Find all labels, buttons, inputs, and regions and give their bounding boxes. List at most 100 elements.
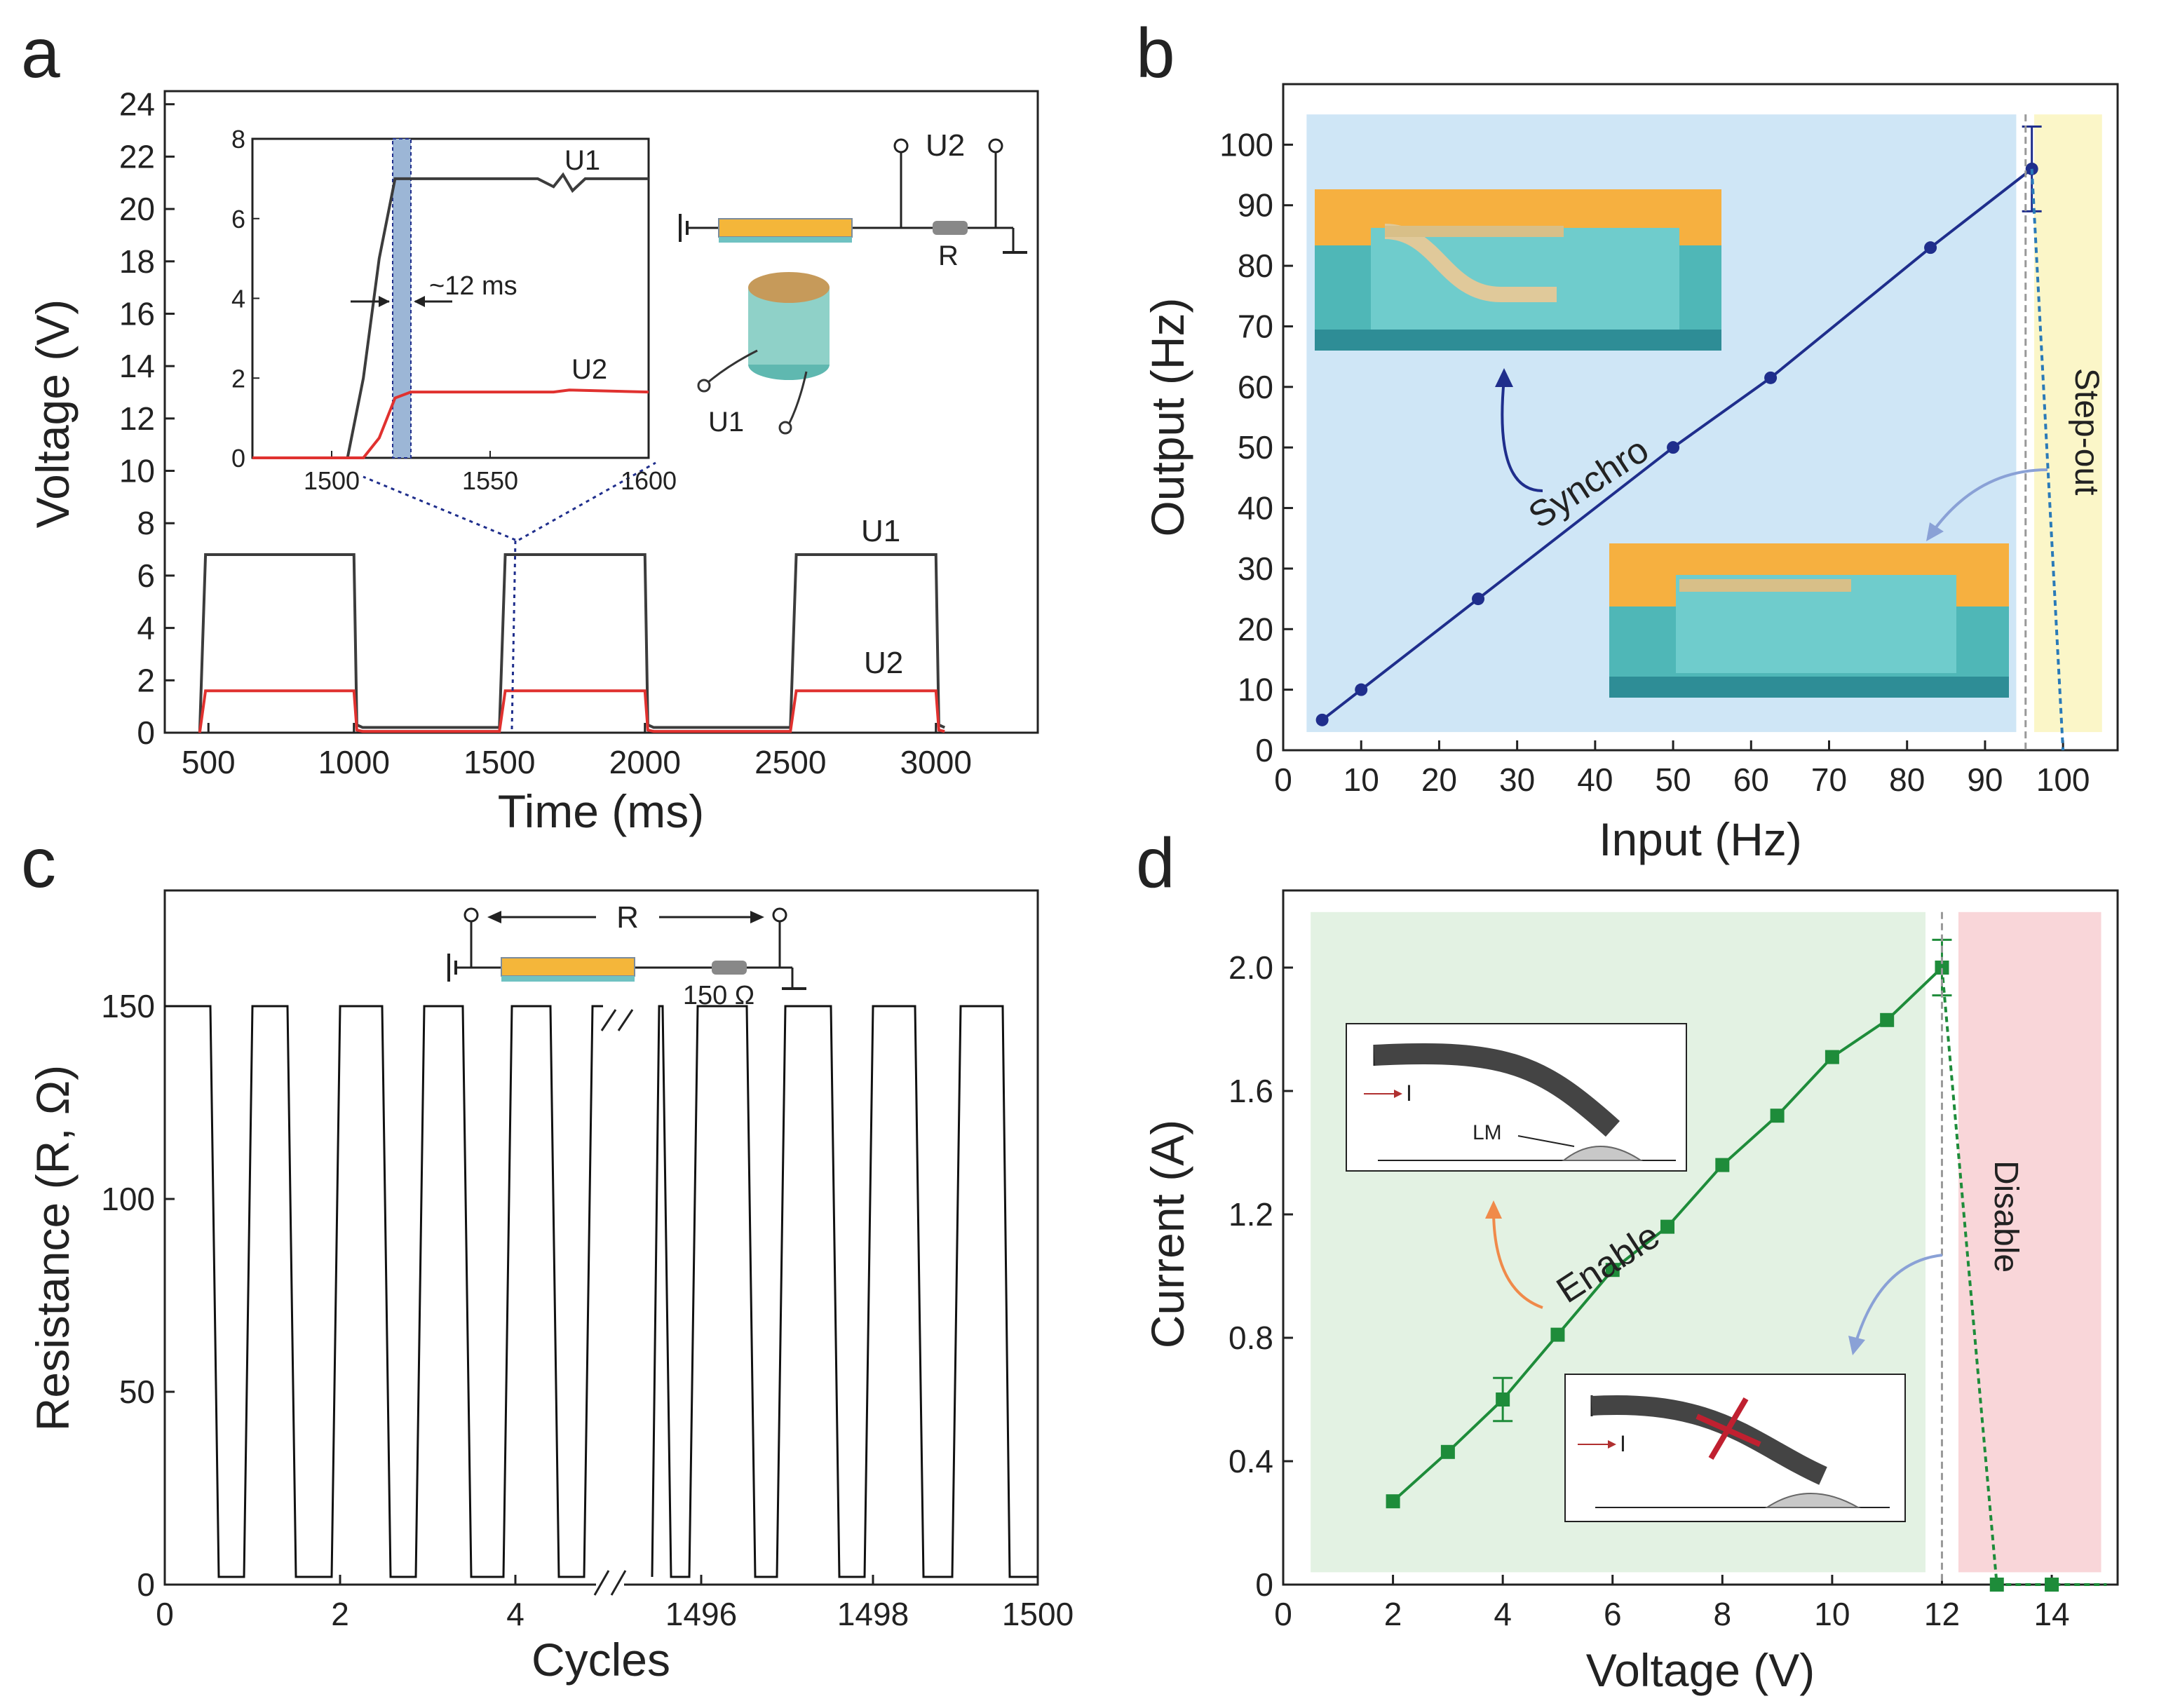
d-point [1386,1494,1400,1509]
a-ytick-label: 22 [119,138,155,175]
d-xtick-label: 2 [1384,1596,1402,1632]
d-point [1715,1158,1730,1172]
enable-arrow [1492,1209,1543,1309]
c-xtick-label: 0 [156,1596,174,1632]
a-series-U1 [198,553,946,733]
panel-b-chart: 0 10 20 30 40 50 60 70 80 90 100 0 10 20 30 40 50 60 70 80… [1142,83,2119,865]
stepout-region [2034,114,2102,733]
d-point [1880,1012,1895,1027]
inset-xtick-label: 1550 [462,466,518,495]
disable-region [1958,911,2101,1573]
d-series-disable [1940,967,2107,1586]
panel-a-inset: 0 2 4 6 8 1500 1550 1600 ~12 ms U1 U2 [231,125,677,495]
panel-a-label-u1: U1 [861,514,900,548]
stepout-arrow [1930,468,2048,534]
b-point [1355,683,1368,696]
a-ytick-label: 10 [119,453,155,489]
d-xtick-label: 14 [2033,1596,2069,1632]
enable-current-label: I [1406,1080,1412,1106]
axis-break [593,1009,634,1597]
a-ytick-label: 4 [137,610,155,646]
inset-ytick-label: 6 [231,205,245,233]
b-point [1315,713,1329,726]
disable-illustration: I [1564,1374,1906,1522]
b-xtick-label: 50 [1655,761,1691,798]
inset-xtick-label: 1500 [304,466,360,495]
d-ytick-label: 2.0 [1228,949,1273,986]
arrow-left-head [379,296,390,307]
d-point [1605,1263,1620,1277]
a-xtick-label: 2000 [609,744,681,780]
b-ytick-label: 90 [1238,187,1273,224]
disable-arrow [1853,1254,1943,1347]
b-ytick-label: 0 [1255,732,1273,768]
d-xtick-label: 12 [1924,1596,1960,1632]
d-point-disable [1989,1578,2004,1592]
disable-label: Disable [1987,1160,2024,1273]
d-xtick-label: 4 [1494,1596,1512,1632]
panel-c-xlabel: Cycles [532,1634,670,1686]
b-series-stepout [2030,168,2065,751]
d-point [1770,1109,1785,1123]
b-point [1764,371,1778,384]
a-ytick-label: 6 [137,557,155,594]
a-ytick-label: 20 [119,191,155,227]
b-xtick-label: 90 [1967,761,2003,798]
b-ytick-label: 60 [1238,369,1273,405]
b-xtick-label: 0 [1274,761,1292,798]
b-ytick-label: 40 [1238,490,1273,527]
b-xtick-label: 70 [1811,761,1847,798]
d-ytick-label: 0.8 [1228,1320,1273,1356]
panel-a-circuit: U2 R U1 [679,128,1027,438]
d-point [1825,1050,1839,1064]
device-icon [718,218,853,238]
b-xtick-label: 80 [1889,761,1925,798]
c-series-left [165,1005,603,1578]
resistor-icon-c [712,961,747,975]
inset-annotation: ~12 ms [429,271,517,301]
b-xtick-label: 100 [2036,761,2090,798]
c-xtick-label: 1500 [1002,1596,1074,1632]
d-ytick-label: 1.2 [1228,1196,1273,1233]
b-ytick-label: 30 [1238,550,1273,587]
stepout-label: Step-out [2068,368,2105,495]
panel-d-chart: 0 0.4 0.8 1.2 1.6 2.0 0 2 4 6 8 10 12 14 Voltage (V)… [1142,889,2119,1696]
panel-b-xlabel: Input (Hz) [1599,813,1802,865]
stepout-device-illustration [1609,543,2009,698]
d-xtick-label: 6 [1604,1596,1622,1632]
a-ytick-label: 0 [137,714,155,751]
b-ytick-label: 80 [1238,248,1273,284]
circuit-label-u1: U1 [708,407,744,438]
b-ytick-label: 10 [1238,672,1273,708]
a-ytick-label: 14 [119,348,155,384]
c-ytick-label: 150 [101,988,155,1024]
panel-a-frame [163,90,1039,734]
c-series-right [651,1005,1038,1578]
zoom-line-3 [518,461,656,541]
d-ytick-label: 1.6 [1228,1073,1273,1109]
circuit-c-label-resistor: 150 Ω [683,981,754,1010]
a-ytick-label: 24 [119,86,155,123]
d-point [1660,1219,1675,1234]
panel-c-ylabel: Resistance (R, Ω) [27,1065,79,1431]
a-ytick-label: 2 [137,662,155,698]
device-icon-c [501,957,635,977]
d-ytick-label: 0 [1255,1566,1273,1603]
inset-series-U1 [252,172,649,459]
inset-series-U2 [252,388,649,459]
a-ytick-label: 12 [119,400,155,437]
c-xtick-label: 1498 [837,1596,909,1632]
a-ytick-label: 18 [119,243,155,280]
d-point-disable [2045,1578,2059,1592]
synchro-device-illustration [1315,189,1721,351]
b-ytick-label: 100 [1219,126,1273,163]
inset-ytick-label: 8 [231,125,245,154]
d-xtick-label: 0 [1274,1596,1292,1632]
b-xtick-label: 30 [1499,761,1535,798]
inset-label-u2: U2 [571,354,607,385]
disable-current-label: I [1620,1431,1626,1456]
inset-xtick-label: 1600 [621,466,677,495]
synchro-arrow [1501,378,1543,492]
